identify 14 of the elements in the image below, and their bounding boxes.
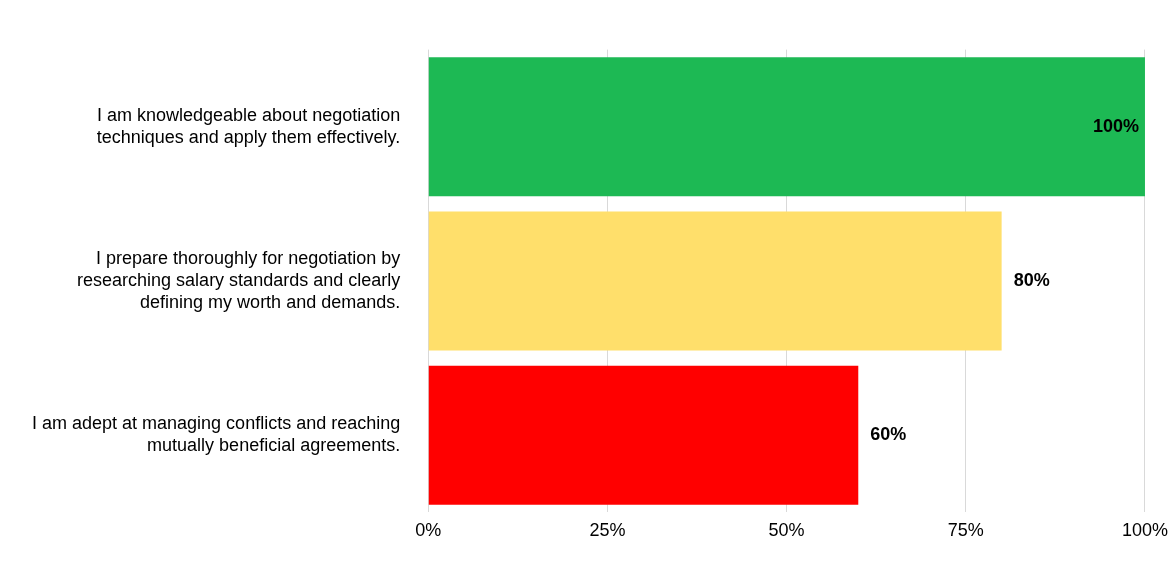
x-tick-label: 25% [589, 520, 626, 541]
x-tick-label: 100% [1121, 520, 1168, 541]
x-tick-label: 75% [947, 520, 984, 541]
x-tick-label: 0% [415, 520, 442, 541]
y-tick-label: I prepare thoroughly for negotiation by researching salary standards and clearly defining my worth and demands. [77, 248, 401, 312]
y-tick-label: I am adept at managing conflicts and reaching mutually beneficial agreements. [31, 413, 401, 456]
bar [428, 57, 1145, 197]
bar [428, 365, 859, 505]
bar [428, 211, 1002, 351]
data-label: 60% [870, 424, 907, 445]
x-tick-label: 50% [768, 520, 805, 541]
y-tick-label: I am knowledgeable about negotiation techniques and apply them effectively. [96, 104, 401, 147]
data-label: 100% [1092, 115, 1139, 136]
data-label: 80% [1013, 269, 1050, 290]
